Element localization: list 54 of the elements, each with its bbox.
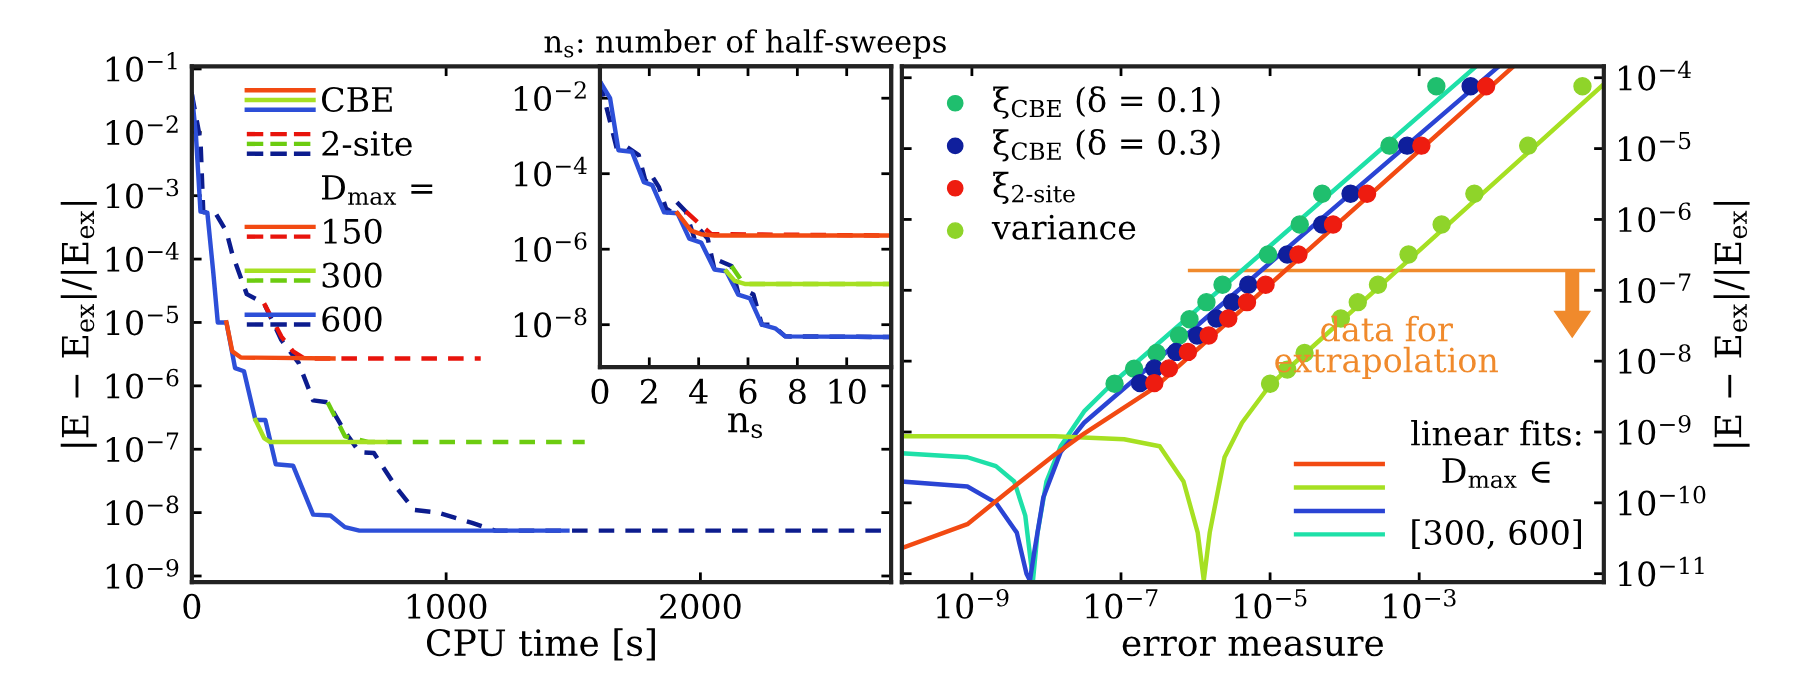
y-tick-label: 10$^{−5}$ <box>1619 131 1691 162</box>
legend-label: [300, 600] <box>1412 519 1581 550</box>
legend-title: linear fits: D$_{max}$ ∈ <box>1411 420 1581 489</box>
x-tick-label: 0 <box>591 378 609 405</box>
y-tick-label: 10$^{−6}$ <box>1619 202 1691 233</box>
y-tick-label: 10$^{−4}$ <box>1619 60 1691 91</box>
chart-title: n$_{s}$: number of half-sweeps <box>544 29 946 59</box>
line-series <box>261 301 483 361</box>
y-tick-label: 10$^{−6}$ <box>514 232 587 263</box>
y-tick-label: 10$^{−9}$ <box>1619 414 1691 445</box>
y-axis-title: |E − E$_{ex}$|/|E$_{ex}$| <box>1713 201 1750 447</box>
y-tick-label: 10$^{−4}$ <box>106 242 179 272</box>
y-tick-label: 10$^{−4}$ <box>514 156 587 187</box>
x-tick-label: 6 <box>739 378 757 405</box>
x-tick-label: 10$^{−5}$ <box>1235 589 1307 619</box>
x-tick-label: 0 <box>183 593 201 620</box>
x-tick-label: 2000 <box>660 593 741 620</box>
y-tick-label: 10$^{−8}$ <box>106 495 179 526</box>
x-tick-label: 1000 <box>407 593 487 620</box>
x-tick-label: 10$^{−9}$ <box>936 588 1009 619</box>
x-tick-label: 10$^{−7}$ <box>1086 589 1158 619</box>
y-tick-label: 10$^{−11}$ <box>1619 556 1704 587</box>
legend-label: ξ$_{2-site}$ <box>993 171 1075 204</box>
legend-label: ξ$_{CBE}$ (δ = 0.3) <box>993 128 1220 162</box>
x-axis-title: n$_{s}$ <box>728 412 763 439</box>
x-tick-label: 8 <box>788 378 806 405</box>
x-tick-label: 2 <box>640 378 657 404</box>
y-tick-label: 10$^{−8}$ <box>1619 344 1691 375</box>
y-tick-label: 10$^{−5}$ <box>106 305 179 336</box>
y-tick-label: 10$^{−2}$ <box>106 115 178 146</box>
y-tick-label: 10$^{−2}$ <box>514 81 586 112</box>
y-tick-label: 10$^{−3}$ <box>106 178 179 209</box>
annotation: D$_{max}$ = <box>321 175 433 205</box>
y-tick-label: 10$^{−7}$ <box>106 432 179 463</box>
y-tick-label: 10$^{−1}$ <box>106 51 177 82</box>
y-axis-title: |E − E$_{ex}$|/|E$_{ex}$| <box>60 201 97 447</box>
legend-label: ξ$_{CBE}$ (δ = 0.1) <box>993 86 1220 119</box>
x-tick-label: 4 <box>689 378 708 404</box>
x-axis-title: CPU time [s] <box>426 628 655 661</box>
x-tick-label: 10$^{−3}$ <box>1384 588 1456 619</box>
x-tick-label: 10 <box>829 378 866 405</box>
y-tick-label: 10$^{−10}$ <box>1619 485 1706 516</box>
legend-label: variance <box>991 214 1136 240</box>
y-tick-label: 10$^{−9}$ <box>106 558 179 589</box>
y-tick-label: 10$^{−7}$ <box>1619 273 1691 304</box>
legend-label: 600 <box>322 306 382 332</box>
legend-label: 300 <box>322 262 382 288</box>
line-series <box>599 79 892 340</box>
annotation: 2-site <box>322 130 412 157</box>
legend-label: 150 <box>324 218 382 244</box>
x-axis-title: error measure <box>1122 636 1384 657</box>
y-tick-label: 10$^{−8}$ <box>514 307 587 338</box>
annotation: CBE <box>322 86 392 113</box>
y-tick-label: 10$^{−6}$ <box>106 368 179 399</box>
